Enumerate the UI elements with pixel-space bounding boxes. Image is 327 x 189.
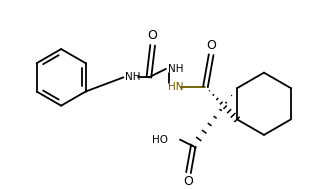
Text: NH: NH xyxy=(168,64,183,74)
Text: HO: HO xyxy=(152,135,168,145)
Text: O: O xyxy=(206,39,216,52)
Text: NH: NH xyxy=(125,72,141,82)
Text: O: O xyxy=(148,29,158,43)
Text: HN: HN xyxy=(168,82,183,92)
Text: O: O xyxy=(183,175,194,188)
